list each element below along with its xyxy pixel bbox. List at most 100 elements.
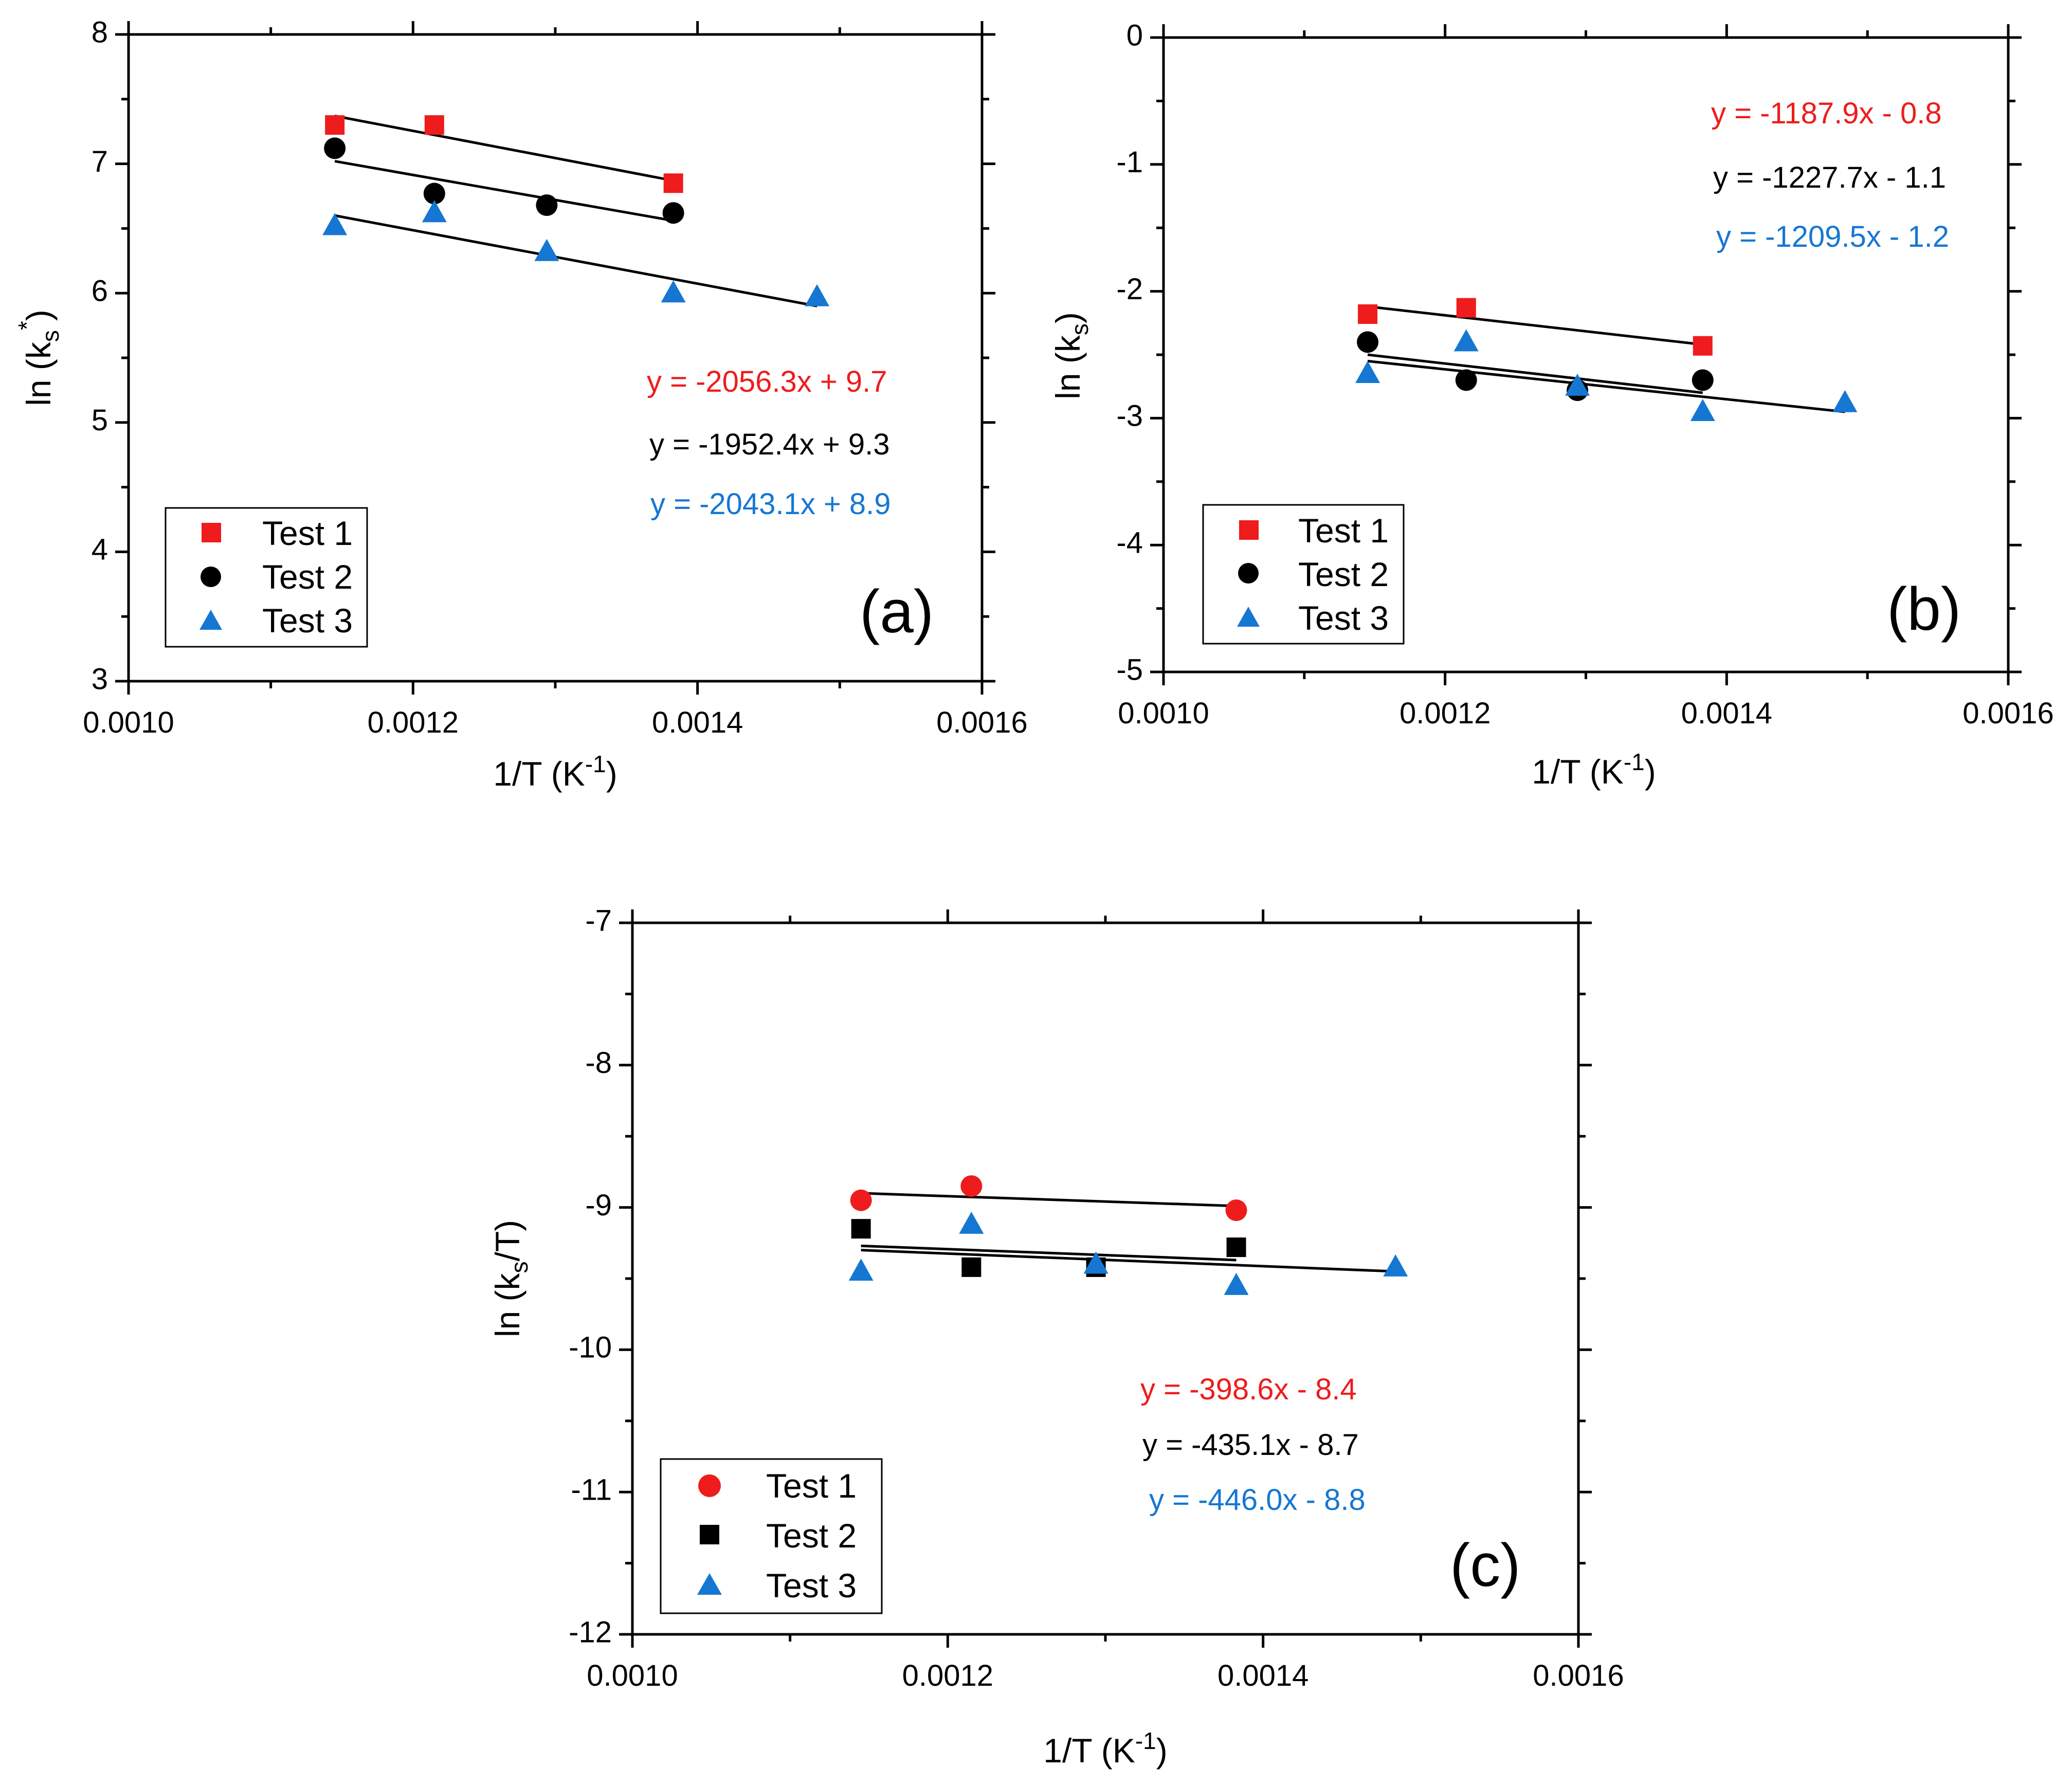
data-point-test-1 [1456, 298, 1476, 318]
legend-label-test-3: Test 3 [1298, 599, 1389, 637]
fit-lines [334, 115, 817, 307]
data-point-test-3 [1690, 399, 1715, 422]
legend-label-test-3: Test 3 [766, 1566, 857, 1605]
fit-line-test-2 [1367, 353, 1703, 394]
fit-equation-test-1: y = -398.6x - 8.4 [1140, 1373, 1357, 1406]
legend-label-test-2: Test 2 [1298, 555, 1389, 593]
legend-label-test-1: Test 1 [766, 1467, 857, 1505]
x-axis-label: 1/T (K-1) [493, 751, 617, 793]
x-tick-label: 0.0014 [1217, 1659, 1308, 1692]
y-tick-label: 6 [92, 275, 108, 308]
data-point-test-3 [1224, 1272, 1249, 1295]
y-tick-labels: -5 -4 -3 -2 -1 0 [1116, 19, 1143, 686]
y-tick-label: 5 [92, 404, 108, 437]
y-tick-label: -3 [1116, 399, 1143, 433]
x-tick-label: 0.0010 [1118, 697, 1209, 730]
x-tick-label: 0.0016 [1962, 697, 2053, 730]
data-point-test-2 [1226, 1237, 1246, 1258]
y-tick-label: -1 [1116, 145, 1143, 179]
panel-b: -5 -4 -3 -2 -1 0 0.0010 0.0012 0.0014 0.… [1049, 19, 2054, 791]
data-point-test-2 [1692, 369, 1714, 391]
panel-label: (b) [1887, 575, 1961, 643]
legend: Test 1 Test 2 Test 3 [165, 507, 368, 648]
fit-line-test-1 [861, 1192, 1237, 1208]
data-point-test-3 [1355, 361, 1380, 384]
legend-marker-test-2 [700, 1525, 719, 1544]
fit-equation-test-2: y = -435.1x - 8.7 [1142, 1428, 1359, 1462]
panel-c: -12 -11 -10 -9 -8 -7 0.0010 0.0012 0.001… [488, 904, 1624, 1770]
legend-marker-test-2 [1238, 563, 1259, 584]
data-point-test-3 [959, 1211, 984, 1234]
legend: Test 1 Test 2 Test 3 [1202, 504, 1405, 645]
legend-label-test-3: Test 3 [262, 602, 353, 640]
fit-equation-test-1: y = -1187.9x - 0.8 [1711, 97, 1942, 130]
y-tick-label: 4 [92, 533, 108, 567]
data-point-test-2 [536, 194, 558, 216]
legend-marker-test-3 [199, 610, 222, 630]
fit-line-test-2 [334, 160, 674, 222]
data-point-test-2 [1357, 331, 1379, 353]
fit-line-test-3 [861, 1249, 1396, 1273]
x-tick-label: 0.0012 [368, 706, 459, 739]
x-tick-label: 0.0016 [1533, 1659, 1624, 1692]
x-tick-label: 0.0010 [587, 1659, 678, 1692]
data-point-test-3 [1383, 1254, 1408, 1277]
y-tick-label: -10 [569, 1331, 612, 1364]
y-tick-label: 3 [92, 662, 108, 696]
y-tick-label: -2 [1116, 272, 1143, 306]
data-point-test-2 [1455, 369, 1477, 391]
legend-marker-test-1 [202, 523, 221, 542]
data-point-test-1 [960, 1175, 983, 1197]
legend-marker-test-3 [697, 1573, 722, 1595]
data-point-test-3 [1083, 1251, 1108, 1274]
y-tick-label: -12 [569, 1615, 612, 1649]
legend-marker-test-1 [698, 1474, 721, 1497]
fit-lines [861, 1192, 1396, 1273]
fit-line-test-3 [1367, 359, 1845, 413]
data-point-test-1 [424, 115, 444, 135]
legend-marker-test-2 [201, 567, 221, 587]
fit-equation-test-1: y = -2056.3x + 9.7 [647, 365, 887, 398]
y-tick-labels: 3 4 5 6 7 8 [92, 15, 108, 696]
x-tick-label: 0.0010 [83, 706, 174, 739]
fit-equation-test-2: y = -1227.7x - 1.1 [1713, 161, 1946, 194]
x-tick-label: 0.0012 [1399, 697, 1491, 730]
data-point-test-1 [663, 173, 683, 193]
ticks [1150, 24, 2022, 685]
fit-line-test-2 [861, 1244, 1237, 1262]
data-point-test-2 [961, 1257, 982, 1277]
y-tick-label: -4 [1116, 526, 1143, 560]
y-tick-labels: -12 -11 -10 -9 -8 -7 [569, 904, 612, 1649]
fit-equation-test-2: y = -1952.4x + 9.3 [649, 428, 890, 461]
data-point-test-3 [805, 284, 830, 306]
equations: y = -398.6x - 8.4 y = -435.1x - 8.7 y = … [1140, 1373, 1366, 1517]
data-point-test-3 [661, 280, 686, 303]
data-point-test-2 [662, 202, 684, 224]
fit-line-test-1 [1367, 305, 1703, 346]
x-tick-labels: 0.0010 0.0012 0.0014 0.0016 [1118, 697, 2053, 730]
x-tick-label: 0.0014 [652, 706, 743, 739]
data-point-test-3 [534, 239, 559, 261]
y-axis-label: ln (ks*) [13, 309, 64, 406]
data-point-test-2 [423, 183, 445, 205]
x-tick-label: 0.0016 [936, 706, 1027, 739]
x-tick-label: 0.0014 [1681, 697, 1772, 730]
legend-label-test-1: Test 1 [1298, 512, 1389, 550]
panel-label: (c) [1450, 1532, 1521, 1599]
y-tick-label: -5 [1116, 653, 1143, 686]
y-tick-label: -9 [585, 1189, 612, 1222]
fit-line-test-3 [334, 214, 817, 307]
panel-label: (a) [860, 578, 934, 646]
y-tick-label: 7 [92, 145, 108, 178]
data-point-test-3 [1453, 329, 1479, 352]
legend-box [660, 1458, 883, 1614]
data-point-test-2 [851, 1219, 871, 1239]
y-tick-label: 8 [92, 15, 108, 49]
legend: Test 1 Test 2 Test 3 [660, 1458, 883, 1614]
y-tick-label: -7 [585, 904, 612, 937]
data-points [1355, 298, 1858, 422]
x-tick-labels: 0.0010 0.0012 0.0014 0.0016 [83, 706, 1027, 739]
y-axis-label: ln (ks) [1049, 312, 1093, 399]
data-point-test-1 [325, 115, 345, 135]
